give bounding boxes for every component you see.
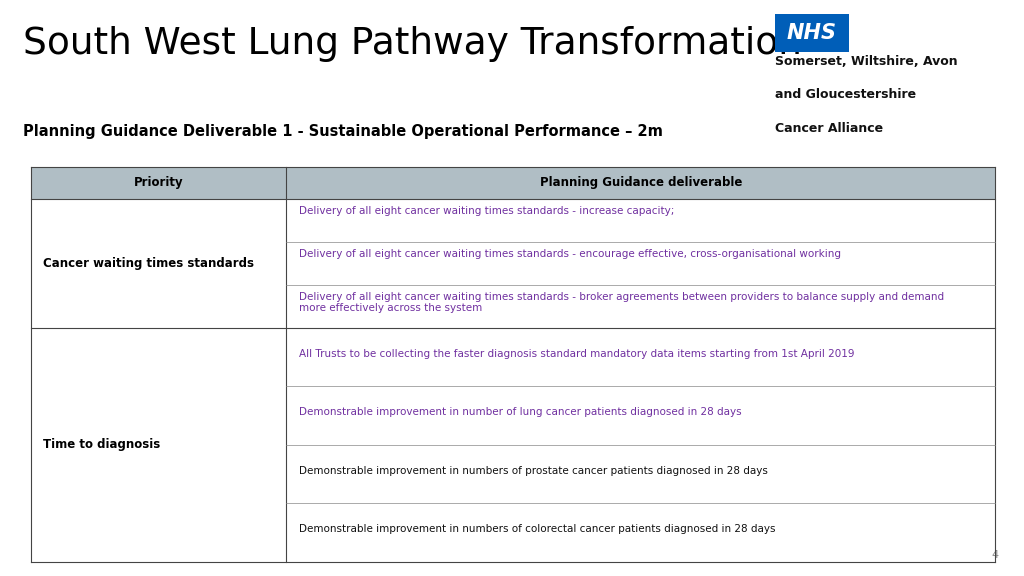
Text: 4: 4 — [991, 550, 998, 560]
Text: Demonstrable improvement in number of lung cancer patients diagnosed in 28 days: Demonstrable improvement in number of lu… — [299, 407, 741, 418]
Text: Delivery of all eight cancer waiting times standards - increase capacity;: Delivery of all eight cancer waiting tim… — [299, 206, 674, 215]
Text: Time to diagnosis: Time to diagnosis — [43, 438, 161, 451]
Text: South West Lung Pathway Transformation: South West Lung Pathway Transformation — [23, 26, 802, 62]
Text: Planning Guidance deliverable: Planning Guidance deliverable — [540, 176, 742, 190]
Text: Somerset, Wiltshire, Avon: Somerset, Wiltshire, Avon — [775, 55, 957, 68]
Text: Cancer Alliance: Cancer Alliance — [775, 122, 884, 135]
Text: Cancer waiting times standards: Cancer waiting times standards — [43, 257, 254, 270]
Bar — [31, 167, 995, 199]
Text: Delivery of all eight cancer waiting times standards - broker agreements between: Delivery of all eight cancer waiting tim… — [299, 291, 944, 313]
Text: Planning Guidance Deliverable 1 - Sustainable Operational Performance – 2m: Planning Guidance Deliverable 1 - Sustai… — [23, 124, 663, 139]
Text: and Gloucestershire: and Gloucestershire — [775, 88, 916, 101]
Text: Delivery of all eight cancer waiting times standards - encourage effective, cros: Delivery of all eight cancer waiting tim… — [299, 249, 841, 259]
Text: All Trusts to be collecting the faster diagnosis standard mandatory data items s: All Trusts to be collecting the faster d… — [299, 349, 854, 359]
Text: NHS: NHS — [787, 23, 837, 43]
Bar — [775, 14, 849, 52]
Text: Priority: Priority — [134, 176, 183, 190]
Text: Demonstrable improvement in numbers of prostate cancer patients diagnosed in 28 : Demonstrable improvement in numbers of p… — [299, 466, 768, 476]
Text: Demonstrable improvement in numbers of colorectal cancer patients diagnosed in 2: Demonstrable improvement in numbers of c… — [299, 524, 775, 535]
